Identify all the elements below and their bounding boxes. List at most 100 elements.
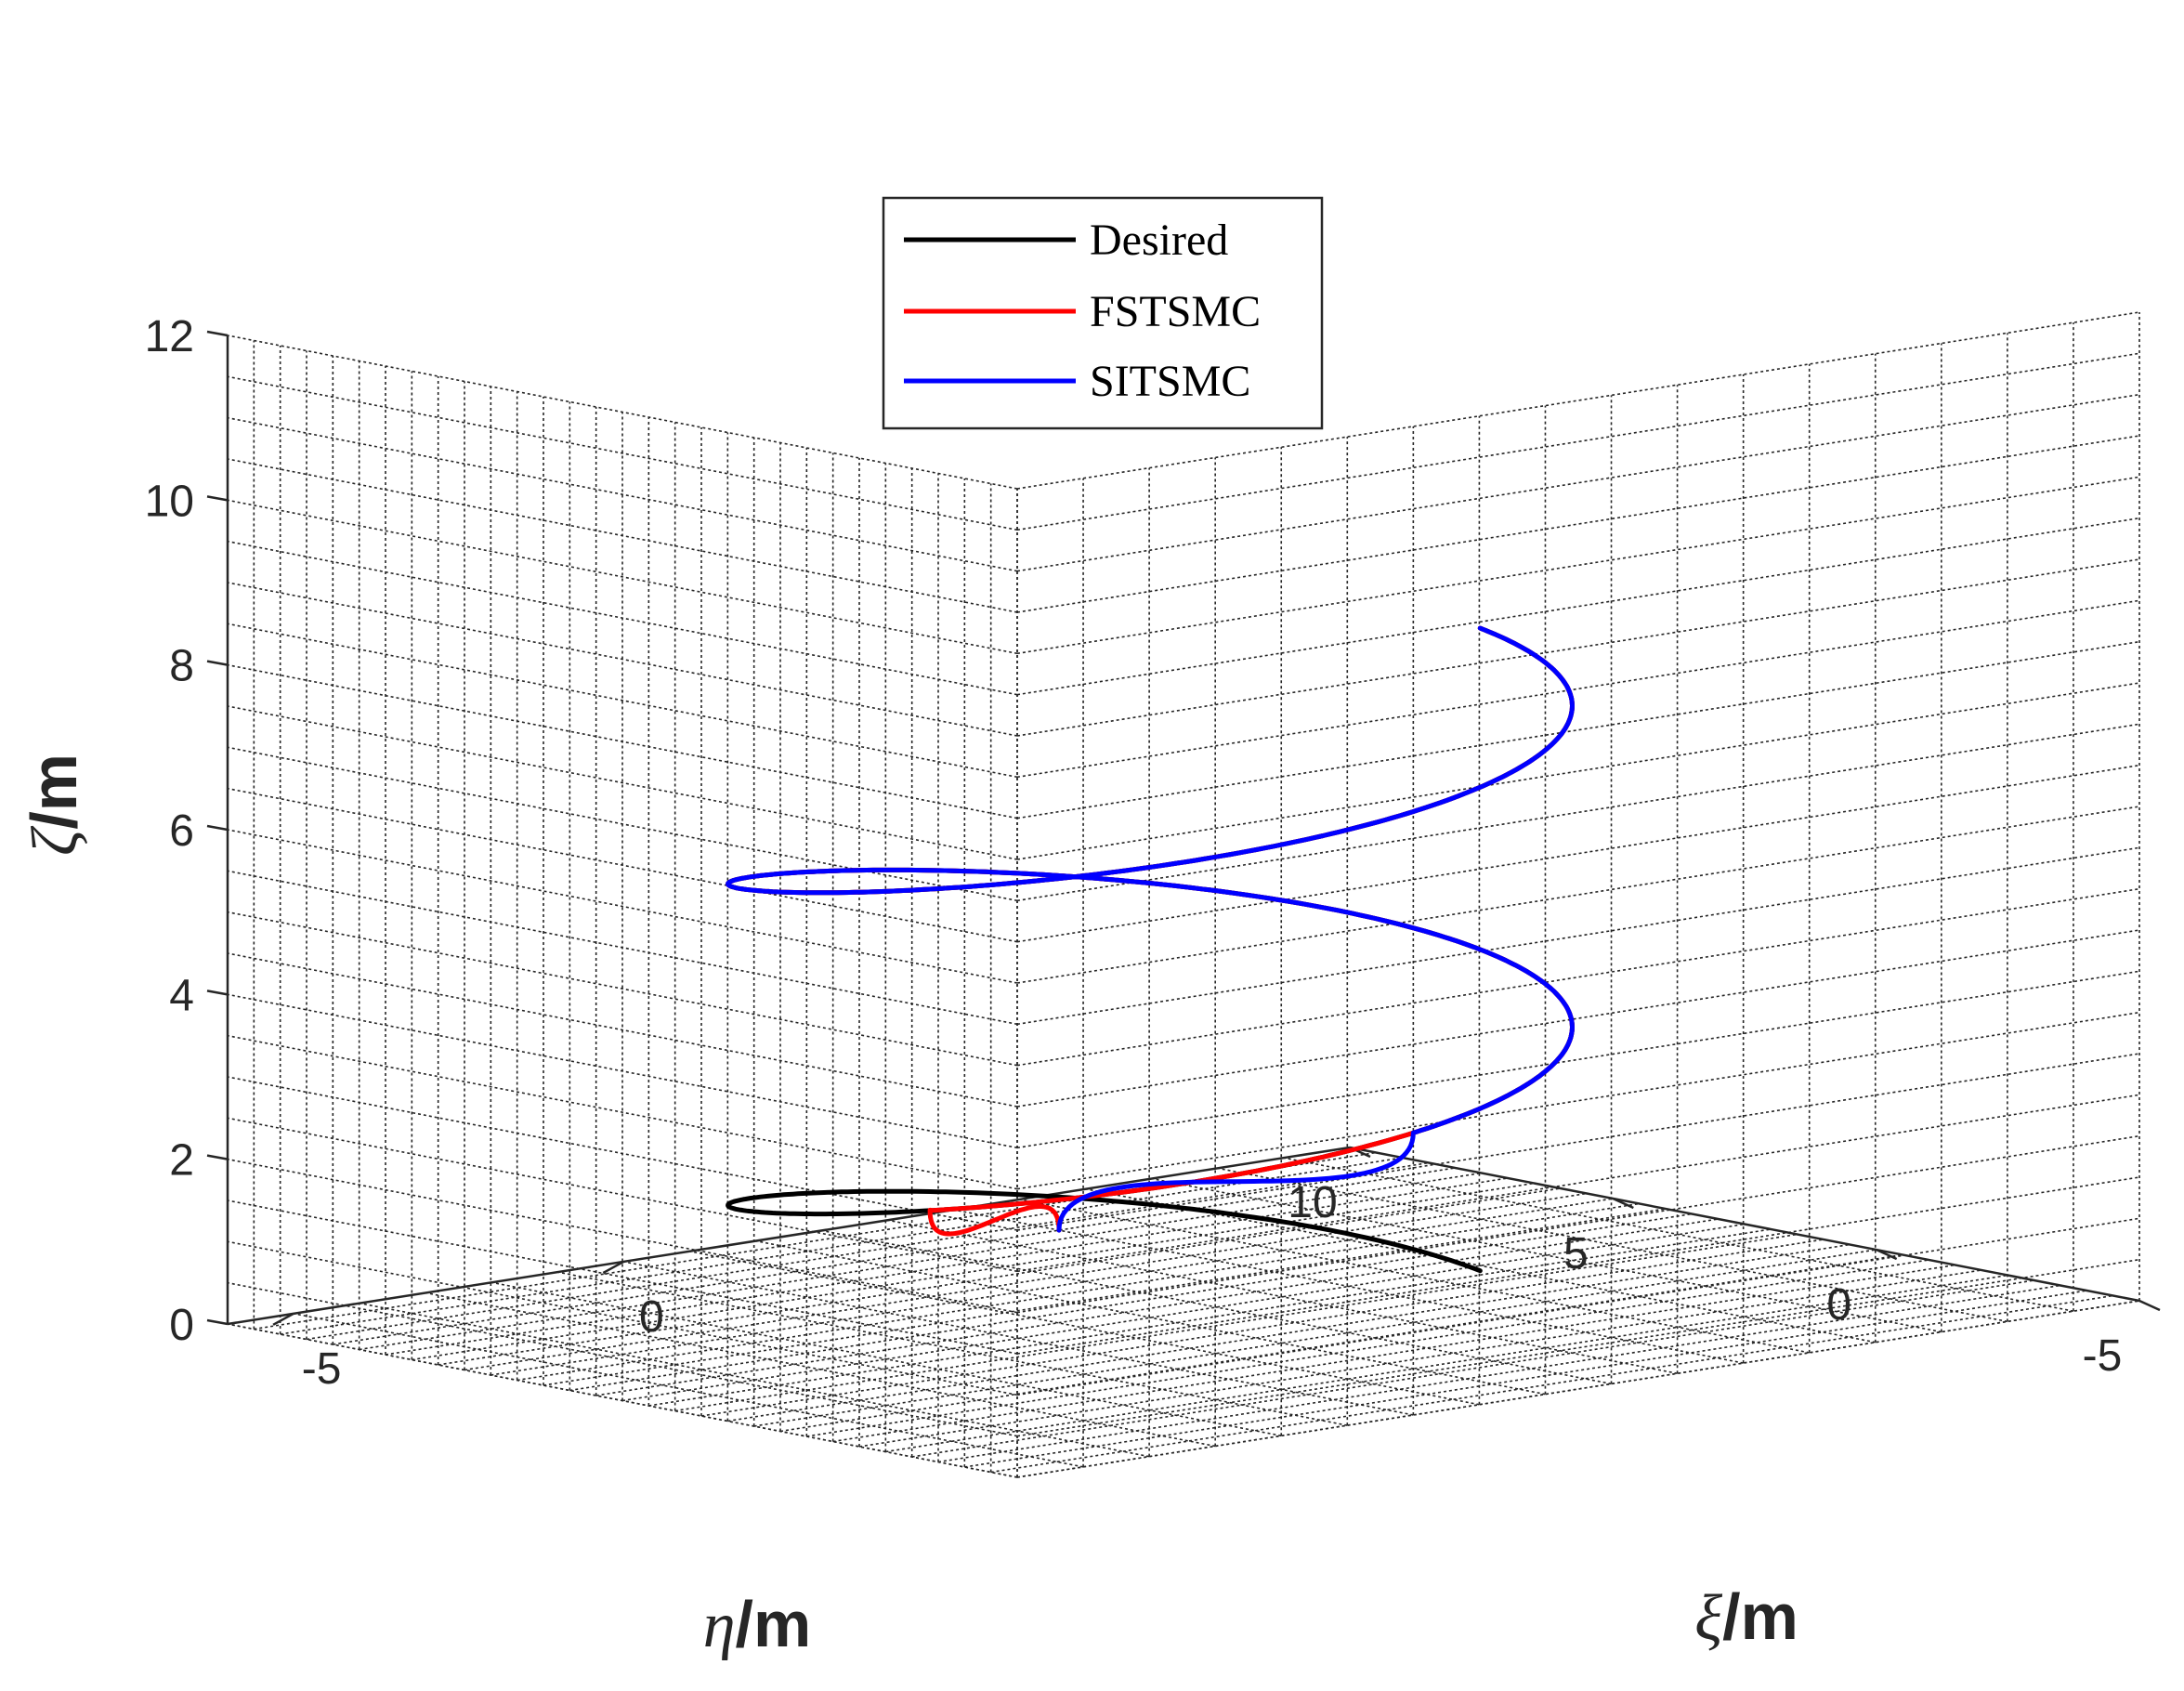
- x-tick-mark: [272, 1312, 294, 1326]
- series-line-desired: [726, 625, 1575, 1274]
- legend-label-fstsmc: FSTSMC: [1090, 287, 1261, 336]
- grid-line: [727, 1243, 1851, 1422]
- grid-line: [832, 1264, 1955, 1443]
- grid-lines: [227, 311, 2140, 1478]
- grid-line: [227, 1281, 1018, 1437]
- grid-line: [623, 1261, 1414, 1416]
- series-line-fstsmc: [726, 625, 1575, 1237]
- grid-line: [227, 499, 1018, 655]
- grid-line: [648, 1228, 1772, 1407]
- grid-line: [806, 1259, 1929, 1437]
- y-tick-label: 5: [1563, 1229, 1589, 1278]
- grid-line: [887, 1219, 1678, 1375]
- grid-line: [227, 1199, 1018, 1355]
- grid-line: [293, 1313, 1084, 1468]
- grid-line: [227, 1034, 1018, 1190]
- grid-line: [674, 1233, 1798, 1412]
- z-tick-mark: [206, 1154, 229, 1160]
- z-tick-label: 8: [169, 642, 194, 691]
- grid-line: [779, 1253, 1903, 1433]
- z-axis-label: ζ/m: [18, 754, 91, 856]
- grid-line: [1016, 1258, 2140, 1437]
- grid-line: [333, 1167, 1456, 1345]
- legend-label-desired: Desired: [1090, 216, 1228, 265]
- grid-line: [227, 416, 1018, 572]
- y-tick-label: -5: [2083, 1331, 2123, 1381]
- grid-line: [227, 746, 1018, 902]
- grid-line: [227, 705, 1018, 860]
- grid-line: [1283, 1157, 2074, 1312]
- grid-line: [1019, 1199, 1810, 1354]
- grid-line: [964, 1290, 2087, 1468]
- z-tick-label: 12: [145, 312, 194, 361]
- z-tick-mark: [206, 990, 229, 996]
- z-tick-label: 10: [145, 477, 194, 526]
- grid-line: [543, 1208, 1667, 1386]
- grid-line: [227, 952, 1018, 1108]
- grid-line: [227, 829, 1018, 984]
- grid-line: [227, 582, 1018, 737]
- tick-labels: 0 2 4 6 8 10 12 -5 0 5 10 -5 0: [145, 312, 2161, 1394]
- grid-line: [517, 1202, 1640, 1382]
- grid-line: [1016, 1300, 2140, 1478]
- grid-line: [557, 1271, 1348, 1426]
- grid-line: [700, 1239, 1824, 1417]
- y-tick-mark: [1876, 1248, 1898, 1261]
- x-tick-label: -5: [302, 1344, 342, 1394]
- grid-line: [753, 1249, 1877, 1427]
- grid-line: [227, 623, 1018, 779]
- y-tick-label: 10: [1288, 1178, 1337, 1227]
- grid-line: [227, 458, 1018, 613]
- grid-line: [227, 540, 1018, 696]
- grid-line: [227, 663, 1018, 819]
- z-tick-mark: [206, 495, 229, 502]
- grid-line: [858, 1269, 1982, 1448]
- z-tick-mark: [206, 1318, 229, 1326]
- grid-line: [755, 1239, 1546, 1396]
- grid-line: [595, 1218, 1719, 1396]
- grid-line: [227, 1117, 1018, 1273]
- series-lines: [726, 625, 1575, 1274]
- grid-line: [438, 1187, 1561, 1366]
- grid-line: [911, 1279, 2034, 1458]
- grid-line: [821, 1229, 1612, 1385]
- y-tick-mark: [2138, 1299, 2161, 1312]
- grid-line: [385, 1177, 1509, 1356]
- legend-label-sitsmc: SITSMC: [1090, 357, 1250, 406]
- grid-line: [227, 1076, 1018, 1231]
- grid-line: [937, 1284, 2061, 1463]
- z-tick-mark: [206, 660, 229, 666]
- grid-line: [1085, 1187, 1876, 1344]
- grid-line: [227, 911, 1018, 1067]
- x-tick-label: 0: [639, 1292, 664, 1342]
- x-axis-label: ξ/m: [1694, 1580, 1798, 1654]
- y-tick-label: 0: [1826, 1280, 1851, 1330]
- grid-line: [280, 1157, 1403, 1335]
- grid-line: [953, 1209, 1744, 1364]
- grid-line: [359, 1302, 1150, 1458]
- y-tick-mark: [1612, 1197, 1634, 1210]
- grid-line: [227, 787, 1018, 943]
- grid-line: [689, 1250, 1480, 1406]
- axes: [226, 335, 2140, 1326]
- grid-line: [227, 1158, 1018, 1314]
- legend: Desired FSTSMC SITSMC: [882, 196, 1324, 430]
- grid-line: [464, 1192, 1588, 1371]
- grid-line: [227, 993, 1018, 1149]
- grid-line: [1217, 1167, 2008, 1323]
- x-axis-line: [227, 1146, 1351, 1326]
- y-axis-label: η/m: [703, 1588, 811, 1661]
- z-tick-label: 0: [169, 1301, 194, 1350]
- grid-line: [491, 1281, 1282, 1437]
- grid-line: [1151, 1177, 1942, 1333]
- x-tick-mark: [602, 1260, 624, 1275]
- grid-line: [227, 334, 1018, 490]
- z-tick-label: 2: [169, 1136, 194, 1186]
- grid-line: [990, 1294, 2113, 1474]
- y-axis-line: [1349, 1146, 2140, 1303]
- grid-line: [425, 1291, 1216, 1448]
- series-line-sitsmc: [726, 625, 1575, 1233]
- z-tick-mark: [206, 824, 229, 832]
- grid-line: [569, 1213, 1693, 1392]
